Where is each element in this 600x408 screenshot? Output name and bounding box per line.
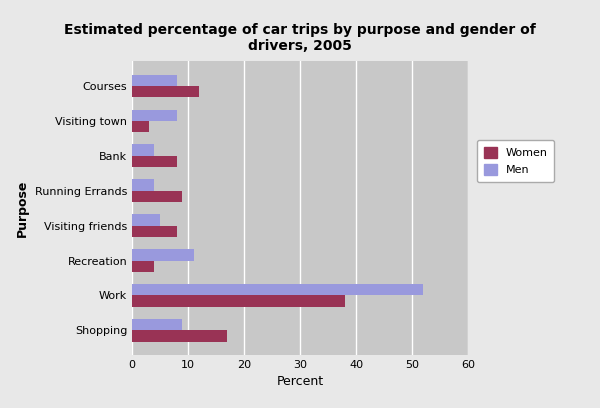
Bar <box>132 144 154 155</box>
Bar <box>132 155 177 167</box>
Bar <box>132 295 345 307</box>
Bar <box>132 284 423 295</box>
Bar <box>132 109 177 121</box>
Bar <box>132 319 182 330</box>
Bar <box>132 75 177 86</box>
Bar <box>132 330 227 341</box>
Bar <box>132 249 194 261</box>
Bar <box>132 86 199 97</box>
Title: Estimated percentage of car trips by purpose and gender of
drivers, 2005: Estimated percentage of car trips by pur… <box>64 23 536 53</box>
X-axis label: Percent: Percent <box>277 375 323 388</box>
Bar <box>132 261 154 272</box>
Bar <box>132 214 160 226</box>
Bar <box>132 191 182 202</box>
Bar <box>132 226 177 237</box>
Legend: Women, Men: Women, Men <box>477 140 554 182</box>
Bar <box>132 121 149 132</box>
Bar <box>132 180 154 191</box>
Y-axis label: Purpose: Purpose <box>16 180 29 237</box>
